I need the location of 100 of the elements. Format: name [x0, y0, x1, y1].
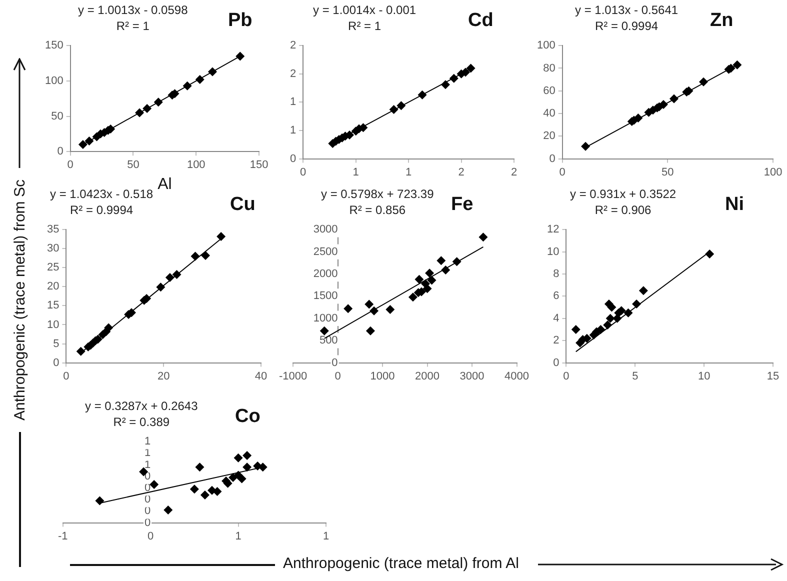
point [364, 300, 374, 309]
y-tick-label: 10 [46, 318, 60, 331]
y-tick-label: 20 [543, 130, 556, 142]
x-tick-label: 3000 [460, 370, 484, 382]
y-tick-label: 2 [290, 68, 296, 80]
text: y = 1.0423x - 0.518 [50, 186, 154, 202]
x-axis-title: Al [158, 176, 172, 193]
point [422, 284, 432, 294]
point [440, 80, 450, 90]
y-tick-label: 5 [53, 338, 60, 350]
point [95, 496, 104, 506]
point [200, 490, 210, 500]
y-tick-label: 500 [319, 334, 338, 347]
y-tick-label: 1 [290, 124, 296, 137]
x-tick-label: 1 [405, 166, 412, 178]
x-tick-label: 10 [698, 370, 710, 382]
point [142, 104, 152, 113]
point [452, 257, 462, 266]
chart-title: Zn [710, 10, 734, 32]
y-tick-label: 1500 [313, 290, 338, 302]
point [237, 474, 246, 484]
y-tick-label: 12 [546, 224, 560, 236]
x-tick-label: -1 [58, 530, 68, 542]
point [425, 268, 434, 278]
point [478, 232, 488, 242]
text: y = 1.0013x - 0.0598 [78, 2, 188, 18]
point [242, 451, 252, 460]
x-tick-label: 150 [250, 159, 268, 172]
point [571, 325, 580, 334]
y-tick-label: 100 [44, 74, 64, 87]
point [320, 326, 329, 336]
point [78, 140, 88, 150]
y-tick-label: 2000 [313, 268, 338, 280]
point [634, 114, 643, 123]
point [344, 304, 353, 314]
x-tick-label: 100 [186, 159, 206, 172]
x-tick-label: 50 [662, 166, 674, 178]
text: y = 1.0014x - 0.001 [313, 2, 416, 18]
text: R² = 0.9994 [594, 18, 660, 34]
x-tick-label: 1 [235, 530, 242, 542]
y-tick-label: 1 [290, 96, 296, 108]
point [414, 274, 424, 284]
x-tick-label: 1000 [370, 370, 395, 382]
x-tick-label: 50 [127, 159, 140, 172]
point [408, 292, 418, 302]
point [165, 273, 174, 282]
point [156, 282, 166, 292]
point [603, 320, 612, 330]
point [172, 270, 182, 280]
x-tick-label: 2000 [415, 370, 440, 382]
point [182, 81, 192, 90]
text: R² = 0.906 [594, 202, 652, 218]
y-tick-label: 35 [46, 224, 60, 236]
point [418, 90, 427, 100]
y-tick-label: 2 [553, 334, 560, 347]
point [150, 480, 159, 490]
point [436, 256, 446, 266]
x-tick-label: 5 [632, 370, 638, 382]
point [190, 484, 199, 494]
y-tick-label: 6 [553, 290, 560, 302]
x-tick-label: 40 [254, 370, 268, 382]
y-tick-label: 2 [290, 40, 296, 52]
x-tick-label: 4000 [504, 370, 530, 382]
chart-title: Pb [228, 10, 252, 32]
point [154, 98, 163, 107]
y-tick-label: 0 [553, 356, 560, 369]
text: R² = 0.9994 [69, 202, 134, 218]
point [427, 276, 436, 285]
point [164, 506, 173, 515]
point [370, 306, 379, 316]
point [632, 299, 642, 308]
y-tick-label: 0 [144, 516, 151, 529]
y-tick-label: 80 [543, 62, 556, 74]
chart-title: Co [235, 406, 260, 428]
chart-title: Cu [230, 194, 256, 216]
text: y = 0.5798x + 723.39 [321, 186, 434, 202]
y-tick-label: 0 [57, 146, 64, 158]
point [236, 52, 245, 61]
x-axis-title: Anthropogenic (trace metal) from Al [283, 555, 519, 572]
point [234, 453, 243, 462]
point [84, 136, 94, 146]
point [698, 77, 708, 86]
y-tick-label: 3000 [313, 224, 338, 236]
point [228, 473, 238, 482]
chart-title: Fe [451, 194, 474, 216]
y-tick-label: 100 [536, 40, 556, 52]
text: R² = 0.389 [112, 414, 171, 430]
point [386, 305, 395, 314]
point [135, 108, 144, 118]
x-tick-label: 0 [563, 370, 570, 382]
y-tick-label: 8 [553, 268, 560, 280]
x-tick-label: 2 [510, 166, 518, 178]
point [441, 266, 450, 275]
y-axis-title: Anthropogenic (trace metal) from Sc [12, 180, 28, 420]
point [732, 60, 742, 70]
text: R² = 1 [347, 18, 382, 34]
y-tick-label: 2500 [313, 246, 338, 258]
text: R² = 0.856 [348, 202, 407, 218]
point [606, 314, 615, 323]
y-tick-label: 1 [144, 458, 151, 471]
